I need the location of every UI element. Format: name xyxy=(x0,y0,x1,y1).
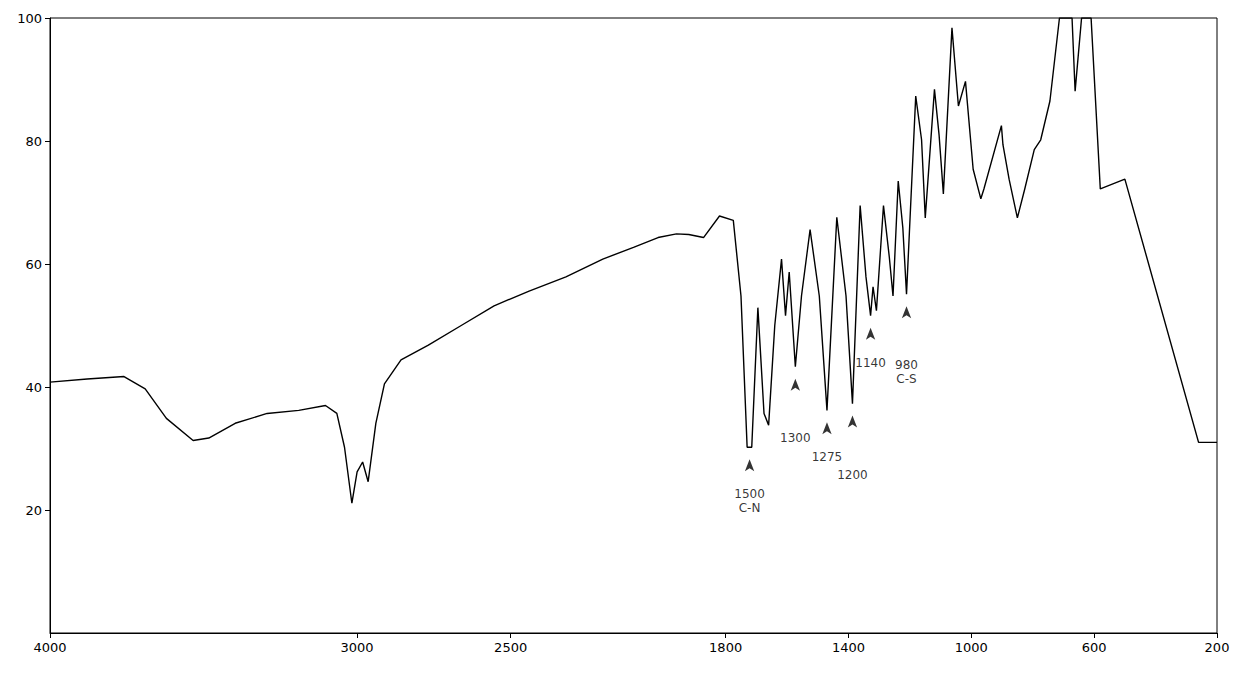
svg-text:100: 100 xyxy=(17,11,42,26)
svg-text:1000: 1000 xyxy=(955,640,988,655)
svg-text:1400: 1400 xyxy=(832,640,865,655)
svg-text:C-N: C-N xyxy=(739,501,761,515)
svg-text:1300: 1300 xyxy=(780,431,811,445)
svg-text:600: 600 xyxy=(1082,640,1107,655)
svg-text:1140: 1140 xyxy=(855,356,886,370)
svg-text:80: 80 xyxy=(25,134,42,149)
svg-text:C-S: C-S xyxy=(896,372,916,386)
svg-text:40: 40 xyxy=(25,380,42,395)
svg-text:20: 20 xyxy=(25,503,42,518)
svg-text:3000: 3000 xyxy=(341,640,374,655)
svg-text:1800: 1800 xyxy=(709,640,742,655)
svg-text:980: 980 xyxy=(895,358,918,372)
svg-text:4000: 4000 xyxy=(33,640,66,655)
svg-text:200: 200 xyxy=(1205,640,1230,655)
svg-text:1200: 1200 xyxy=(837,468,868,482)
svg-text:60: 60 xyxy=(25,257,42,272)
svg-text:1275: 1275 xyxy=(812,450,843,464)
svg-text:1500: 1500 xyxy=(734,487,765,501)
svg-text:2500: 2500 xyxy=(494,640,527,655)
